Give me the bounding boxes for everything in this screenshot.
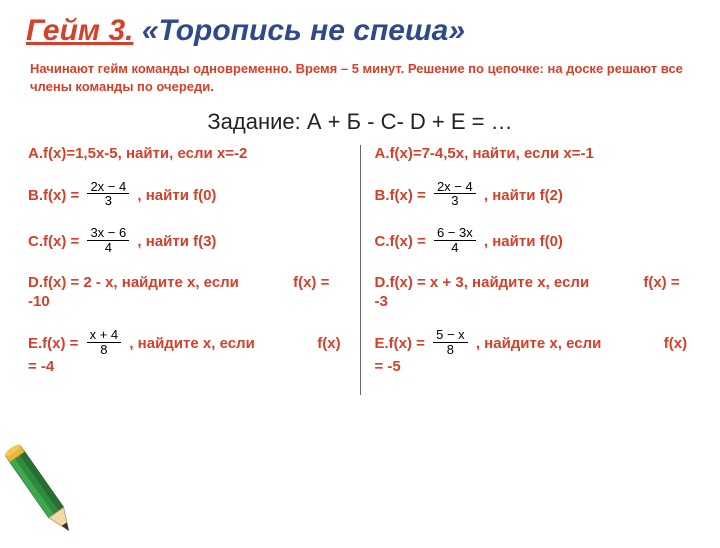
item-post: , найти f(2) — [484, 187, 563, 204]
title-main: «Торопись не спеша» — [142, 14, 465, 47]
task-columns: А.f(x)=1,5x-5, найти, если x=-2 В.f(x) =… — [0, 145, 720, 395]
frac-den: 8 — [433, 343, 468, 357]
frac-num: 6 − 3x — [434, 226, 476, 241]
item-pre: С.f(x) = — [375, 233, 430, 250]
fraction: 2x − 4 3 — [87, 180, 129, 208]
item-pre: В.f(x) = — [375, 187, 430, 204]
item-post: , найти f(3) — [137, 233, 216, 250]
right-item-d: D.f(x) = x + 3, найдите х, если f(x) = -… — [375, 274, 693, 312]
right-column: А.f(x)=7-4,5x, найти, если x=-1 В.f(x) =… — [360, 145, 693, 395]
fraction: 3x − 6 4 — [87, 226, 129, 254]
frac-den: 8 — [87, 343, 122, 357]
pencil-icon — [0, 428, 84, 548]
fraction: 2x − 4 3 — [434, 180, 476, 208]
right-item-e: Е.f(x) = 5 − x 8 , найдите х, если f(x) … — [375, 330, 693, 377]
frac-den: 4 — [87, 241, 129, 255]
item-post: , найти f(0) — [484, 233, 563, 250]
fraction: 6 − 3x 4 — [434, 226, 476, 254]
frac-num: x + 4 — [87, 328, 122, 343]
frac-den: 3 — [87, 194, 129, 208]
title-prefix: Гейм 3. — [26, 14, 133, 47]
fraction: x + 4 8 — [87, 328, 122, 356]
left-item-a: А.f(x)=1,5x-5, найти, если x=-2 — [28, 145, 346, 164]
intro-text: Начинают гейм команды одновременно. Врем… — [0, 56, 720, 101]
left-item-e: Е.f(x) = x + 4 8 , найдите х, если f(x) … — [28, 330, 346, 377]
frac-den: 4 — [434, 241, 476, 255]
left-item-c: С.f(x) = 3x − 6 4 , найти f(3) — [28, 228, 346, 256]
right-item-a: А.f(x)=7-4,5x, найти, если x=-1 — [375, 145, 693, 164]
item-pre: Е.f(x) = — [28, 335, 83, 352]
fraction: 5 − x 8 — [433, 328, 468, 356]
item-pre: Е.f(x) = — [375, 335, 430, 352]
left-item-d: D.f(x) = 2 - x, найдите х, если f(x) = -… — [28, 274, 346, 312]
frac-num: 2x − 4 — [87, 180, 129, 195]
item-pre: В.f(x) = — [28, 187, 83, 204]
right-item-c: С.f(x) = 6 − 3x 4 , найти f(0) — [375, 228, 693, 256]
right-item-b: В.f(x) = 2x − 4 3 , найти f(2) — [375, 182, 693, 210]
left-item-b: В.f(x) = 2x − 4 3 , найти f(0) — [28, 182, 346, 210]
task-line: Задание: А + Б - С- D + Е = … — [0, 101, 720, 145]
item-post: , найти f(0) — [137, 187, 216, 204]
frac-den: 3 — [434, 194, 476, 208]
frac-num: 2x − 4 — [434, 180, 476, 195]
frac-num: 3x − 6 — [87, 226, 129, 241]
item-pre: С.f(x) = — [28, 233, 83, 250]
left-column: А.f(x)=1,5x-5, найти, если x=-2 В.f(x) =… — [28, 145, 360, 395]
slide-title: Гейм 3. «Торопись не спеша» — [0, 0, 720, 56]
frac-num: 5 − x — [433, 328, 468, 343]
